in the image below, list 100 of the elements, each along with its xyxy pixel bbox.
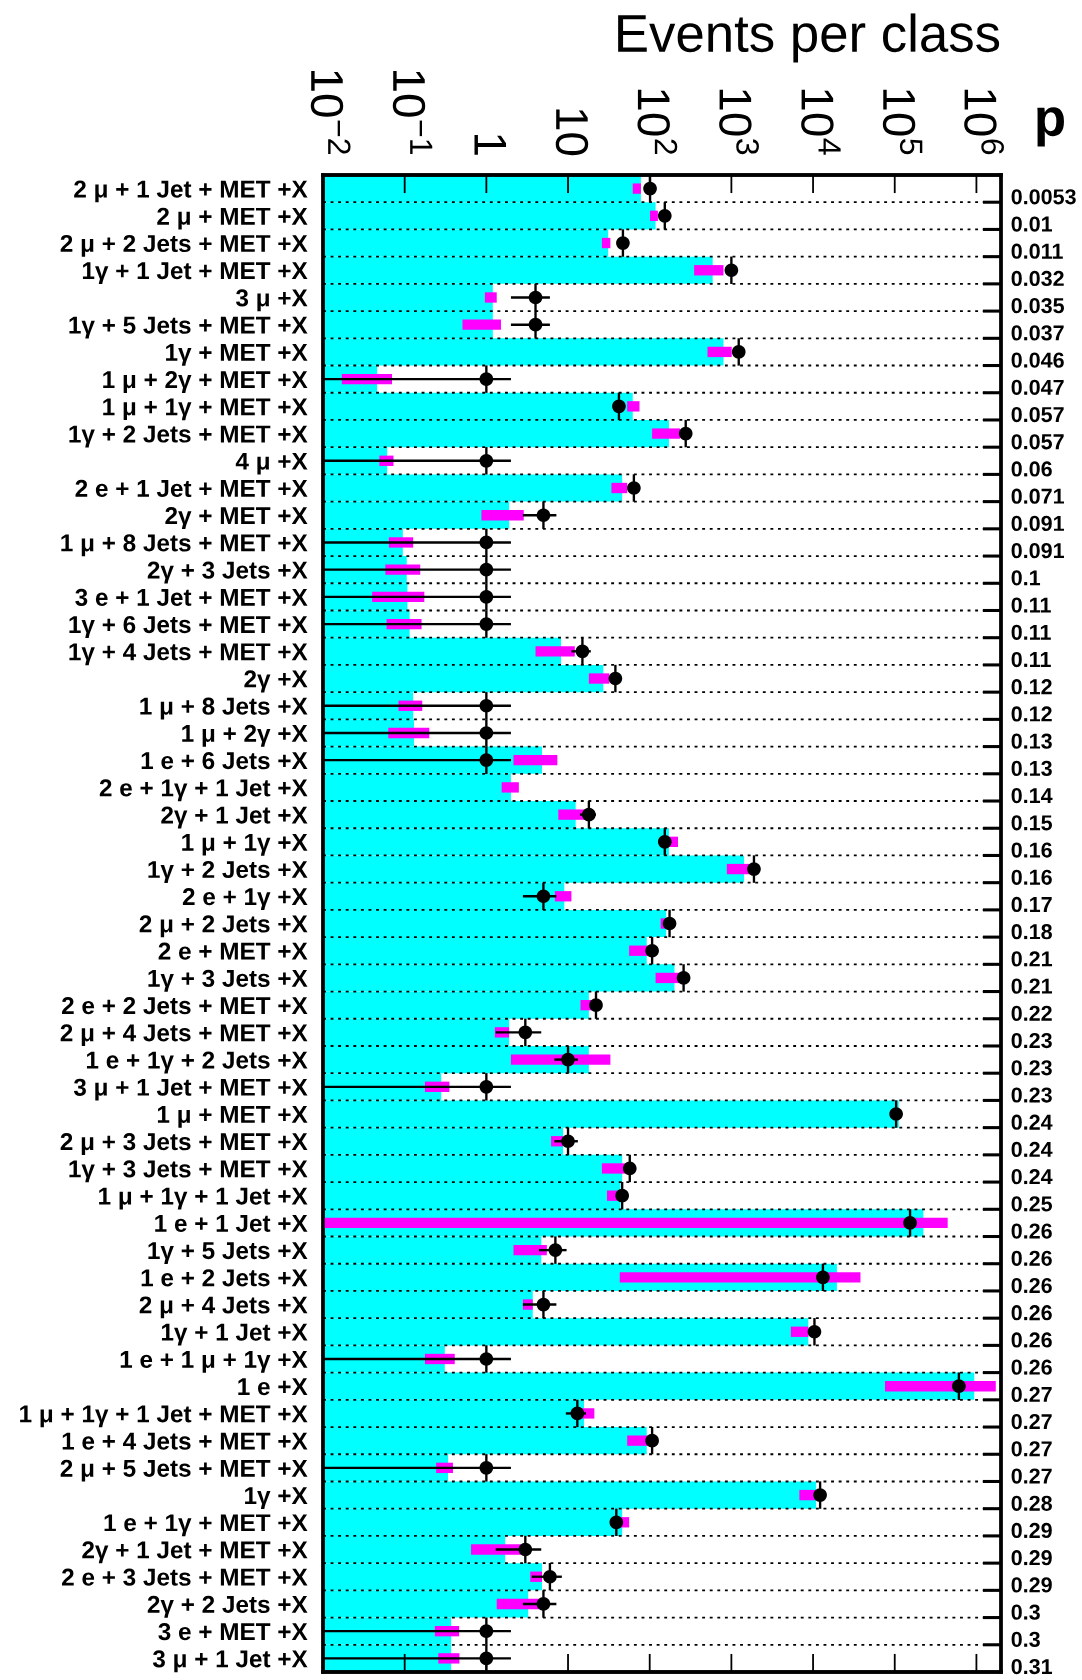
y-tick-label: 1 μ + 8 Jets + MET +X (61, 534, 308, 557)
y2-tick-label: 0.13 (1011, 760, 1052, 777)
y2-tick-label: 0.17 (1011, 896, 1052, 913)
y2-tick-label: 0.3 (1011, 1631, 1040, 1648)
y2-tick-label: 0.26 (1011, 1305, 1052, 1321)
y2-tick-label: 0.27 (1011, 1386, 1052, 1403)
y-tick-label: 1γ +X (245, 1487, 308, 1509)
y2-tick-label: 0.037 (1011, 325, 1064, 341)
y-tick-label: 3 μ + 1 Jet +X (152, 1650, 308, 1673)
y2-tick-label: 0.23 (1011, 1087, 1052, 1103)
y2-tick-label: 0.27 (1011, 1468, 1052, 1484)
y-tick-label: 1 μ + 1γ +X (182, 833, 308, 856)
y-tick-label: 2γ + 2 Jets +X (147, 1595, 308, 1618)
y-tick-label: 2 μ + MET +X (157, 207, 308, 230)
y2-tick-label: 0.21 (1011, 978, 1053, 994)
y-tick-label: 1 e + 6 Jets +X (141, 752, 308, 770)
y2-tick-label: 0.06 (1011, 461, 1052, 477)
y-tick-label: 1γ + 1 Jet + MET +X (82, 262, 308, 285)
y2-tick-label: 0.12 (1011, 706, 1052, 722)
x-tick-label: 10$^{3}$ (719, 89, 759, 155)
y-tick-label: 1 μ + 1γ + 1 Jet +X (99, 1187, 308, 1210)
y2-tick-label: 0.0053 (1011, 189, 1076, 205)
y-tick-label: 1γ + 6 Jets + MET +X (69, 615, 308, 638)
x-tick-label: 10 (555, 109, 589, 156)
y-tick-label: 2 μ + 4 Jets + MET +X (60, 1024, 308, 1047)
x-tick-label: 10$^{6}$ (964, 89, 1004, 155)
x-tick-label: 1 (474, 134, 507, 155)
y2-tick-label: 0.26 (1011, 1332, 1052, 1348)
y2-tick-label: 0.24 (1011, 1114, 1053, 1130)
y-tick-label: 1 μ + 1γ + MET +X (103, 398, 308, 421)
y2-tick-label: 0.28 (1011, 1495, 1052, 1511)
y2-tick-label: 0.047 (1011, 379, 1064, 395)
x-tick-label: 10$^{2}$ (637, 89, 678, 154)
y2-tick-label: 0.27 (1011, 1441, 1052, 1457)
y-tick-label: 2γ + 3 Jets +X (147, 561, 308, 584)
y2-tick-label: 0.13 (1011, 733, 1052, 749)
y-tick-label: 1γ + 1 Jet +X (161, 1323, 308, 1346)
y-tick-label: 2 μ + 3 Jets + MET +X (60, 1133, 308, 1155)
y-tick-label: 1 e + 4 Jets + MET +X (62, 1432, 308, 1450)
y-tick-label: 2 μ + 2 Jets + MET +X (60, 234, 308, 257)
y-tick-label: 1γ + 2 Jets + MET +X (69, 425, 308, 448)
y2-tick-label: 0.035 (1011, 298, 1064, 314)
y2-tick-label: 0.057 (1011, 434, 1064, 450)
y-tick-label: 2 e + 1γ + 1 Jet +X (99, 779, 308, 802)
y-tick-label: 3 μ +X (235, 289, 308, 312)
x-tick-label: 10$^{−1}$ (392, 71, 433, 154)
y2-tick-label: 0.15 (1011, 815, 1053, 831)
y-tick-label: 1γ + MET +X (166, 344, 308, 366)
y-tick-label: 1 μ + 8 Jets +X (140, 697, 308, 720)
y-tick-label: 2γ + 1 Jet + MET +X (82, 1541, 308, 1564)
y-tick-label: 1 e + 1 μ + 1γ +X (120, 1351, 308, 1373)
y2-tick-label: 0.12 (1011, 679, 1052, 695)
x-tick-label: 10$^{−2}$ (310, 71, 351, 154)
y-tick-label: 4 μ +X (235, 452, 308, 475)
y2-tick-label: 0.046 (1011, 352, 1064, 368)
x-tick-label: 10$^{4}$ (801, 89, 841, 155)
y2-tick-label: 0.26 (1011, 1277, 1052, 1294)
y2-tick-label: 0.14 (1011, 787, 1053, 804)
y2-tick-label: 0.29 (1011, 1577, 1052, 1593)
y2-tick-label: 0.057 (1011, 406, 1064, 423)
y2-tick-label: 0.25 (1011, 1196, 1053, 1212)
y2-tick-label: 0.16 (1011, 842, 1052, 858)
y2-tick-label: 0.11 (1011, 651, 1051, 668)
y-tick-label: 2 e + 2 Jets + MET +X (62, 996, 308, 1015)
y2-tick-label: 0.26 (1011, 1250, 1052, 1266)
x-tick-label: 10$^{5}$ (882, 89, 923, 155)
y2-tick-label: 0.24 (1011, 1169, 1053, 1185)
y2-tick-label: 0.31 (1011, 1658, 1053, 1675)
y-tick-label: 1 e + 1 Jet +X (155, 1214, 308, 1232)
y2-tick-label: 0.11 (1011, 624, 1051, 640)
y2-tick-label: 0.18 (1011, 924, 1052, 940)
y2-tick-label: 0.24 (1011, 1141, 1053, 1158)
y-tick-label: 2 e + MET +X (158, 942, 308, 960)
y-tick-label: 3 e + 1 Jet + MET +X (75, 588, 308, 606)
y-tick-label: 2 e + 1 Jet + MET +X (75, 479, 308, 498)
y-tick-label: 1 μ + MET +X (157, 1106, 308, 1128)
y-tick-label: 3 e + MET +X (158, 1623, 308, 1641)
y2-tick-label: 0.091 (1011, 543, 1064, 559)
y-tick-label: 2 μ + 4 Jets +X (139, 1296, 308, 1319)
y-tick-label: 2γ +X (244, 670, 308, 693)
y-tick-label: 1γ + 5 Jets + MET +X (69, 316, 308, 339)
y-tick-label: 1γ + 5 Jets +X (148, 1242, 308, 1264)
y2-tick-label: 0.23 (1011, 1032, 1052, 1049)
y2-tick-label: 0.26 (1011, 1223, 1052, 1239)
y-tick-label: 1γ + 3 Jets + MET +X (69, 1160, 308, 1183)
y2-tick-label: 0.01 (1011, 216, 1053, 232)
y2-tick-label: 0.091 (1011, 515, 1064, 532)
y2-tick-label: 0.21 (1011, 951, 1053, 967)
y2-tick-label: 0.071 (1011, 488, 1064, 504)
y2-tick-label: 0.27 (1011, 1414, 1052, 1430)
y-tick-label: 1 μ + 1γ + 1 Jet + MET +X (20, 1405, 308, 1428)
y-tick-label: 1 μ + 2γ + MET +X (103, 370, 308, 393)
y-tick-label: 2γ + 1 Jet +X (161, 806, 308, 829)
y-tick-label: 3 μ + 1 Jet + MET +X (73, 1078, 308, 1101)
y2-tick-label: 0.26 (1011, 1359, 1052, 1375)
y2-tick-label: 0.011 (1011, 243, 1063, 259)
y-tick-label: 2 μ + 2 Jets +X (139, 915, 308, 938)
y2-tick-label: 0.16 (1011, 869, 1052, 885)
y-tick-label: 2 μ + 1 Jet + MET +X (74, 180, 308, 203)
y2-tick-label: 0.3 (1011, 1604, 1040, 1620)
